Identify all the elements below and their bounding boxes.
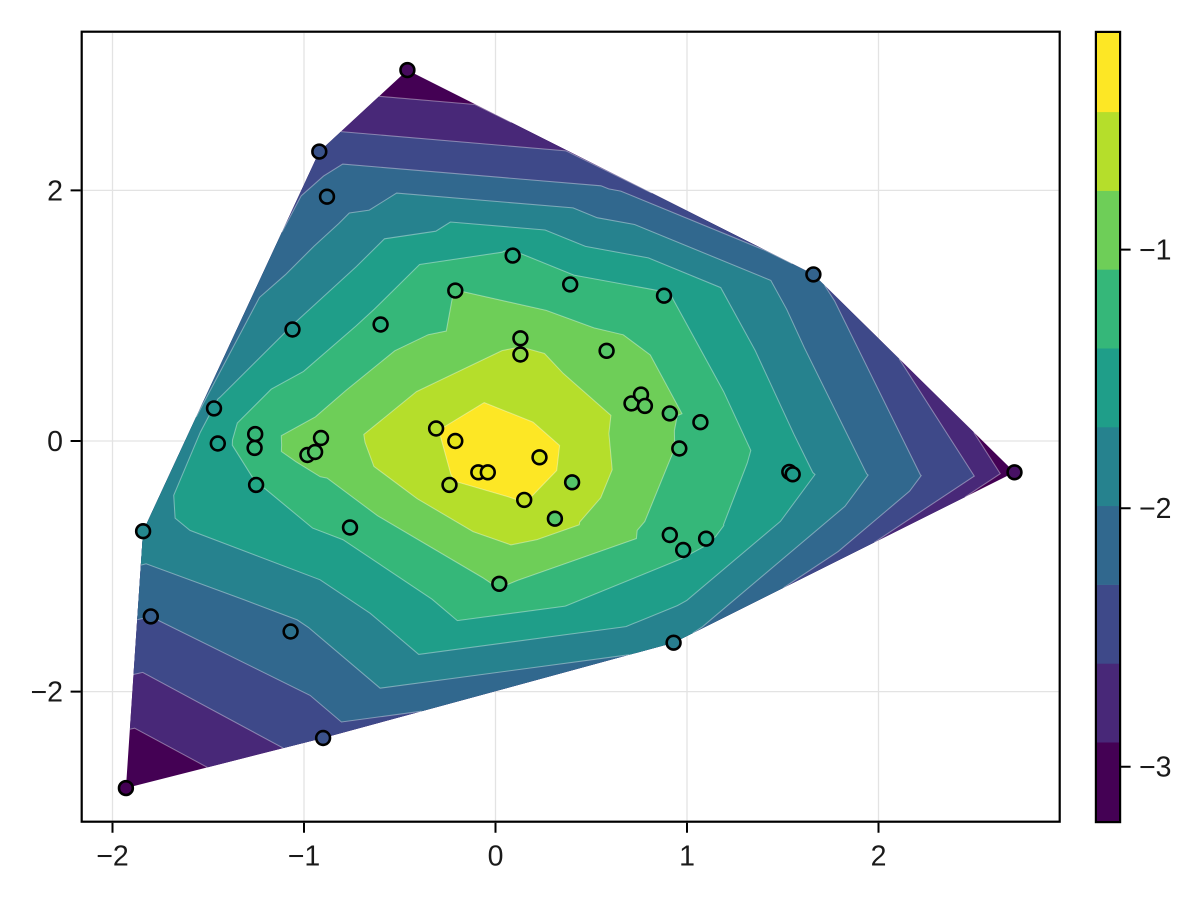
svg-text:−3: −3: [1139, 752, 1172, 784]
svg-text:0: 0: [47, 426, 63, 458]
svg-text:−2: −2: [1139, 493, 1172, 525]
svg-text:−1: −1: [1139, 235, 1172, 267]
svg-text:−2: −2: [31, 677, 64, 709]
svg-text:−2: −2: [96, 841, 129, 873]
svg-text:1: 1: [679, 841, 695, 873]
svg-text:0: 0: [488, 841, 504, 873]
svg-text:−1: −1: [288, 841, 321, 873]
svg-text:2: 2: [47, 175, 63, 207]
svg-text:2: 2: [871, 841, 887, 873]
